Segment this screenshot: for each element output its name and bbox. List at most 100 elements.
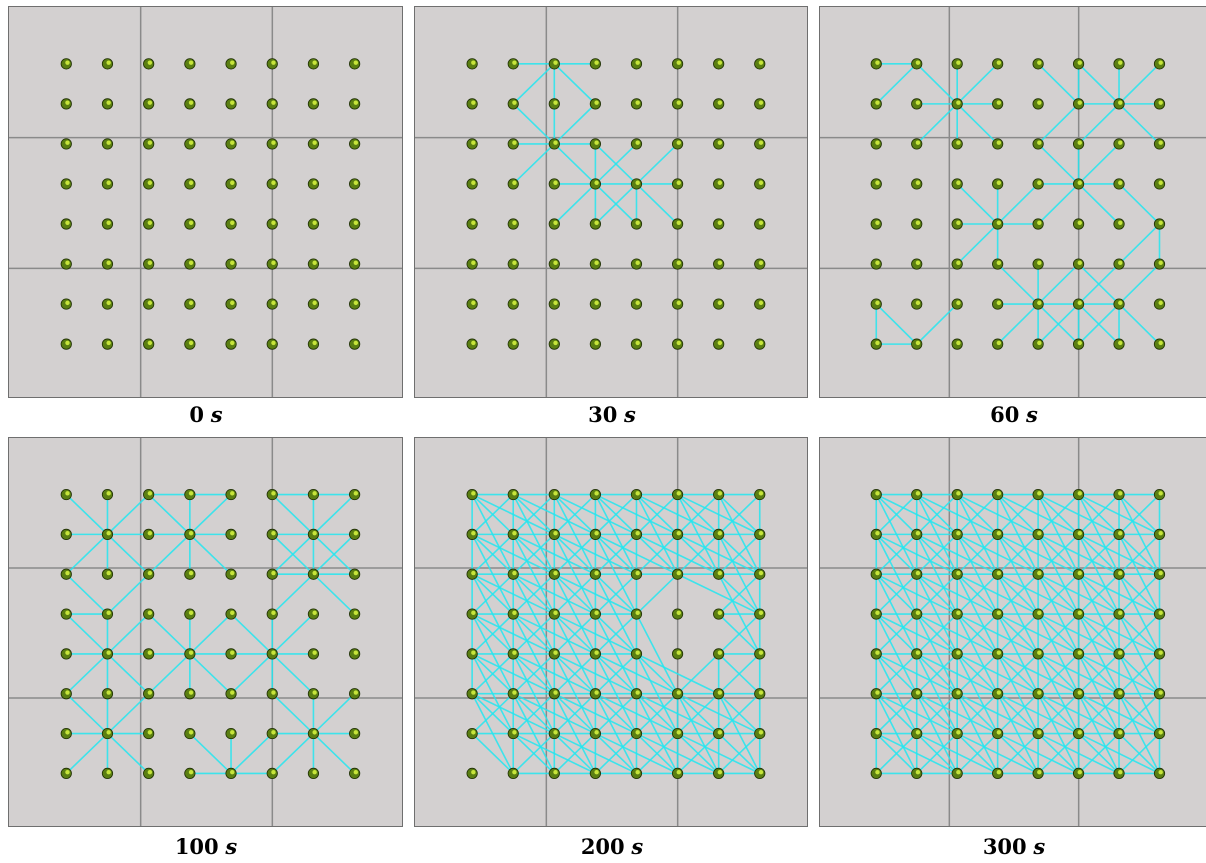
caption-time: 60 [990, 402, 1020, 427]
node-highlight [230, 260, 235, 266]
node-highlight [512, 140, 517, 145]
link [1037, 303, 1080, 345]
caption-time: 30 [588, 402, 618, 427]
node-highlight [230, 60, 235, 65]
node [951, 727, 963, 740]
node [466, 298, 478, 310]
node [1153, 727, 1166, 740]
node-highlight [1118, 180, 1123, 185]
node [143, 138, 155, 150]
node-highlight [312, 220, 317, 225]
node-highlight [106, 60, 111, 65]
node [630, 98, 643, 110]
node-highlight [188, 610, 194, 616]
node [589, 528, 601, 540]
node [951, 688, 963, 700]
node-highlight [956, 100, 961, 105]
link [271, 573, 314, 615]
node [589, 568, 601, 580]
link [1037, 183, 1080, 225]
link [916, 653, 958, 695]
node-highlight [65, 140, 70, 145]
node-highlight [271, 220, 276, 225]
caption-200s: 200 s [552, 834, 672, 859]
link [1037, 732, 1080, 774]
panel-svg [820, 438, 1206, 826]
node-highlight [512, 570, 517, 576]
panel-60s [819, 6, 1206, 398]
node-highlight [915, 300, 921, 306]
node [1032, 727, 1044, 740]
node [60, 338, 72, 350]
link [997, 693, 1039, 735]
panel-svg [9, 7, 402, 397]
node-highlight [353, 730, 359, 735]
node [307, 258, 320, 270]
node-highlight [758, 650, 764, 655]
node-highlight [635, 690, 640, 695]
node [101, 568, 114, 580]
node-highlight [594, 610, 599, 616]
node-highlight [188, 530, 194, 536]
node [951, 528, 963, 540]
link [553, 103, 596, 145]
link [635, 653, 679, 695]
node [266, 608, 278, 620]
node-highlight [312, 300, 317, 306]
node [184, 338, 196, 350]
node-highlight [717, 220, 723, 225]
link [271, 653, 314, 695]
node [307, 688, 320, 700]
node [60, 688, 72, 700]
node-highlight [915, 690, 921, 695]
node-highlight [471, 570, 476, 576]
node-highlight [353, 650, 359, 655]
node [1113, 488, 1125, 501]
node [101, 767, 114, 779]
node-highlight [353, 260, 359, 266]
node [870, 298, 882, 310]
node [1032, 608, 1044, 620]
node [671, 98, 684, 110]
node-highlight [594, 260, 599, 266]
node-highlight [594, 650, 599, 655]
link [997, 303, 1039, 345]
node-highlight [875, 180, 880, 185]
link [635, 573, 679, 615]
node-highlight [65, 180, 70, 185]
link [230, 653, 273, 695]
node [466, 727, 478, 740]
node [101, 298, 114, 310]
link [956, 613, 999, 655]
node-highlight [875, 220, 880, 225]
node [466, 98, 478, 110]
node-highlight [676, 180, 681, 185]
node [951, 767, 963, 779]
node-highlight [147, 180, 153, 185]
node-highlight [1037, 730, 1042, 735]
node [713, 727, 725, 740]
node-highlight [147, 570, 153, 576]
node [60, 98, 72, 110]
node-highlight [512, 690, 517, 695]
node-highlight [1077, 690, 1082, 695]
link [471, 653, 514, 695]
link [718, 533, 761, 575]
node [870, 488, 882, 501]
node [589, 258, 601, 270]
link [875, 533, 918, 575]
node-highlight [471, 260, 476, 266]
node [671, 528, 684, 540]
node-highlight [956, 770, 961, 775]
node [713, 178, 725, 190]
node [225, 488, 237, 501]
panel-svg [820, 7, 1206, 397]
node [951, 178, 963, 190]
node [1032, 58, 1044, 70]
node [349, 58, 361, 70]
node [754, 648, 766, 660]
node [101, 98, 114, 110]
node [1113, 58, 1125, 70]
node-highlight [312, 690, 317, 695]
link [1118, 103, 1161, 145]
